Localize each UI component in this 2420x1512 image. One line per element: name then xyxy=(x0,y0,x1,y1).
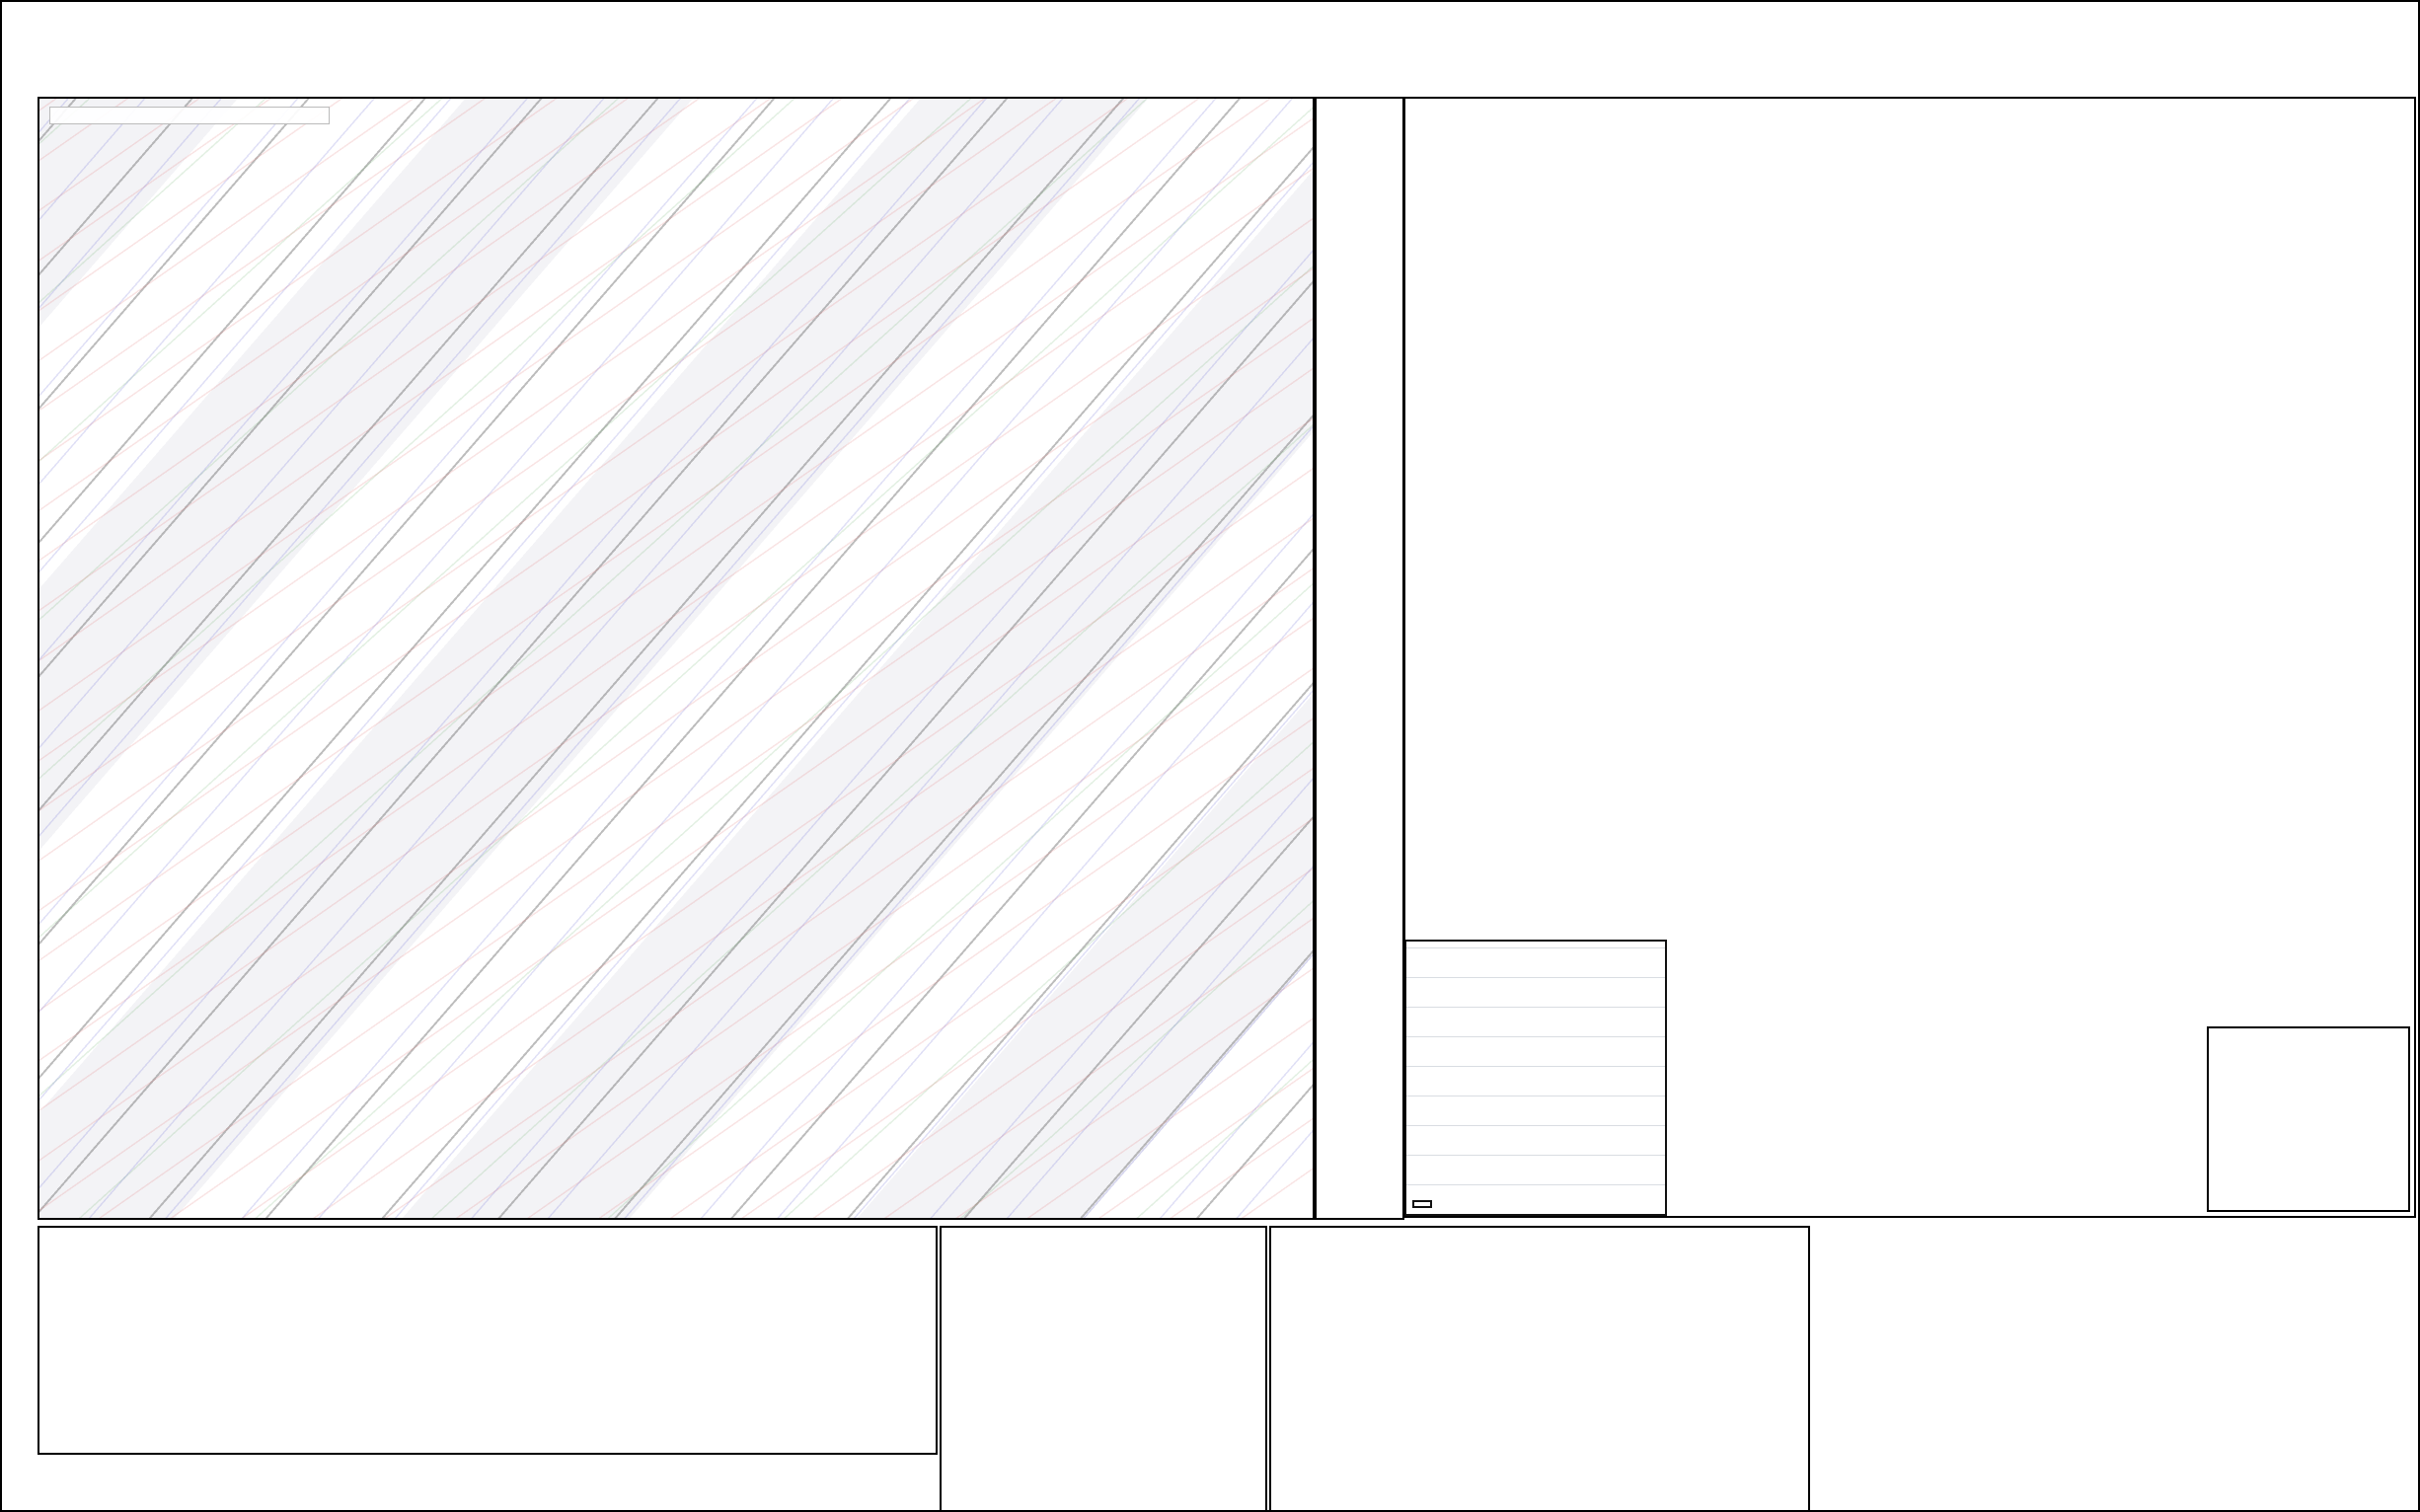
shear-table xyxy=(1269,1226,1810,1510)
sounderpy-logo xyxy=(51,1435,146,1512)
rh-omega-table xyxy=(940,1226,1267,1510)
hodograph-panel xyxy=(1404,97,2416,1218)
skewt-curves xyxy=(39,99,1313,1218)
srh-summary-box xyxy=(2207,1026,2410,1212)
thermo-table xyxy=(38,1226,938,1455)
skewt-diagram xyxy=(38,97,1315,1220)
skewt-legend xyxy=(49,107,330,124)
radar-map-inset xyxy=(1405,940,1667,1216)
temperature-advection-strip xyxy=(1315,97,1404,1220)
map-drawing xyxy=(1406,942,1665,1214)
map-valid-badge xyxy=(1412,1200,1432,1208)
